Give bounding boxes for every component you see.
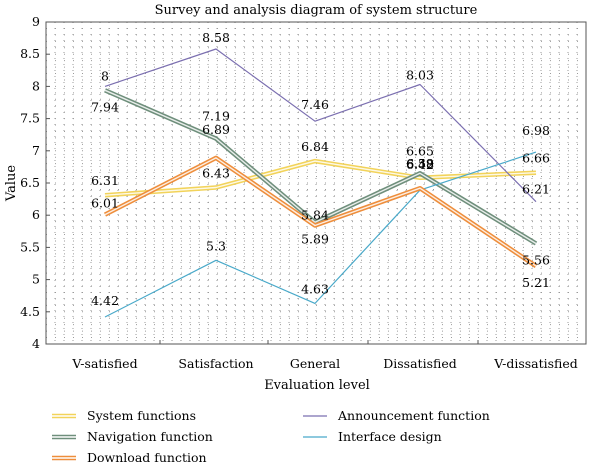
data-label: 8.03 [406,67,434,82]
y-tick-label: 7 [32,143,40,158]
data-label: 8 [101,68,109,83]
legend-item: System functions [52,408,196,423]
x-axis-label: Evaluation level [264,378,370,393]
y-tick-label: 9 [32,14,40,29]
legend-item: Download function [52,450,207,465]
data-label: 6.39 [406,156,434,171]
legend-label: Download function [87,450,207,465]
series-navigation-function [104,88,538,246]
data-label: 7.94 [91,99,119,114]
series-system-functions [104,158,537,198]
data-labels: 6.31 6.43 6.84 6.58 6.66 8 8.58 7.46 8.03 6.21 7.9… [91,30,550,308]
series-download-function [103,155,538,268]
y-tick-label: 6 [32,207,40,222]
data-label: 6.98 [522,123,550,138]
data-label: 6.84 [301,139,329,154]
x-tick-label: V-satisfied [71,356,137,371]
y-tick-label: 7.5 [20,111,40,126]
series-interface-design [104,151,537,318]
y-tick-label: 6.5 [20,175,40,190]
legend-item: Announcement function [303,408,490,423]
legend-label: System functions [87,408,196,423]
data-label: 6.31 [91,173,119,188]
y-tick-label: 4 [32,336,40,351]
y-tick-label: 8.5 [20,46,40,61]
legend: System functions Announcement function Nav… [52,408,490,465]
data-label: 6.65 [406,143,434,158]
data-label: 6.89 [202,122,230,137]
data-label: 5.56 [522,253,550,268]
data-label: 6.21 [522,182,550,197]
data-label: 5.21 [522,275,550,290]
grid [46,22,586,344]
series-line-inner [104,157,537,267]
data-label: 6.01 [91,196,119,211]
data-label: 7.19 [202,109,230,124]
y-axis-ticks: 4 4.5 5 5.5 6 6.5 7 7.5 8 8.5 9 [20,14,50,351]
x-axis-ticks: V-satisfied Satisfaction General Dissatisfi… [71,340,578,371]
y-axis-label: Value [4,165,19,202]
x-tick-label: Dissatisfied [383,356,456,371]
series-announcement-function [104,48,537,203]
data-label: 6.43 [202,166,230,181]
y-tick-label: 5 [32,272,40,287]
data-label: 4.42 [91,293,119,308]
legend-label: Announcement function [337,408,490,423]
series-lines [103,48,538,318]
series-line-inner [104,89,537,245]
legend-label: Navigation function [87,429,213,444]
legend-item: Interface design [303,429,442,444]
x-tick-label: V-dissatisfied [493,356,578,371]
data-label: 5.89 [301,231,329,246]
legend-label: Interface design [338,429,442,444]
data-label: 5.3 [206,238,226,253]
data-label: 7.46 [301,97,329,112]
data-label: 4.63 [301,281,329,296]
y-tick-label: 8 [32,78,40,93]
series-line-inner [104,160,537,196]
chart-title: Survey and analysis diagram of system st… [155,3,478,18]
x-tick-label: General [290,356,340,371]
data-label: 8.58 [202,30,230,45]
data-label: 5.84 [301,208,329,223]
data-label: 6.66 [522,151,550,166]
x-tick-label: Satisfaction [178,356,253,371]
y-tick-label: 4.5 [20,304,40,319]
y-tick-label: 5.5 [20,239,40,254]
data-label: 6.42 [406,157,434,172]
legend-item: Navigation function [52,429,213,444]
series-line [104,151,537,318]
series-line [104,48,537,203]
data-label: 6.58 [406,156,434,171]
